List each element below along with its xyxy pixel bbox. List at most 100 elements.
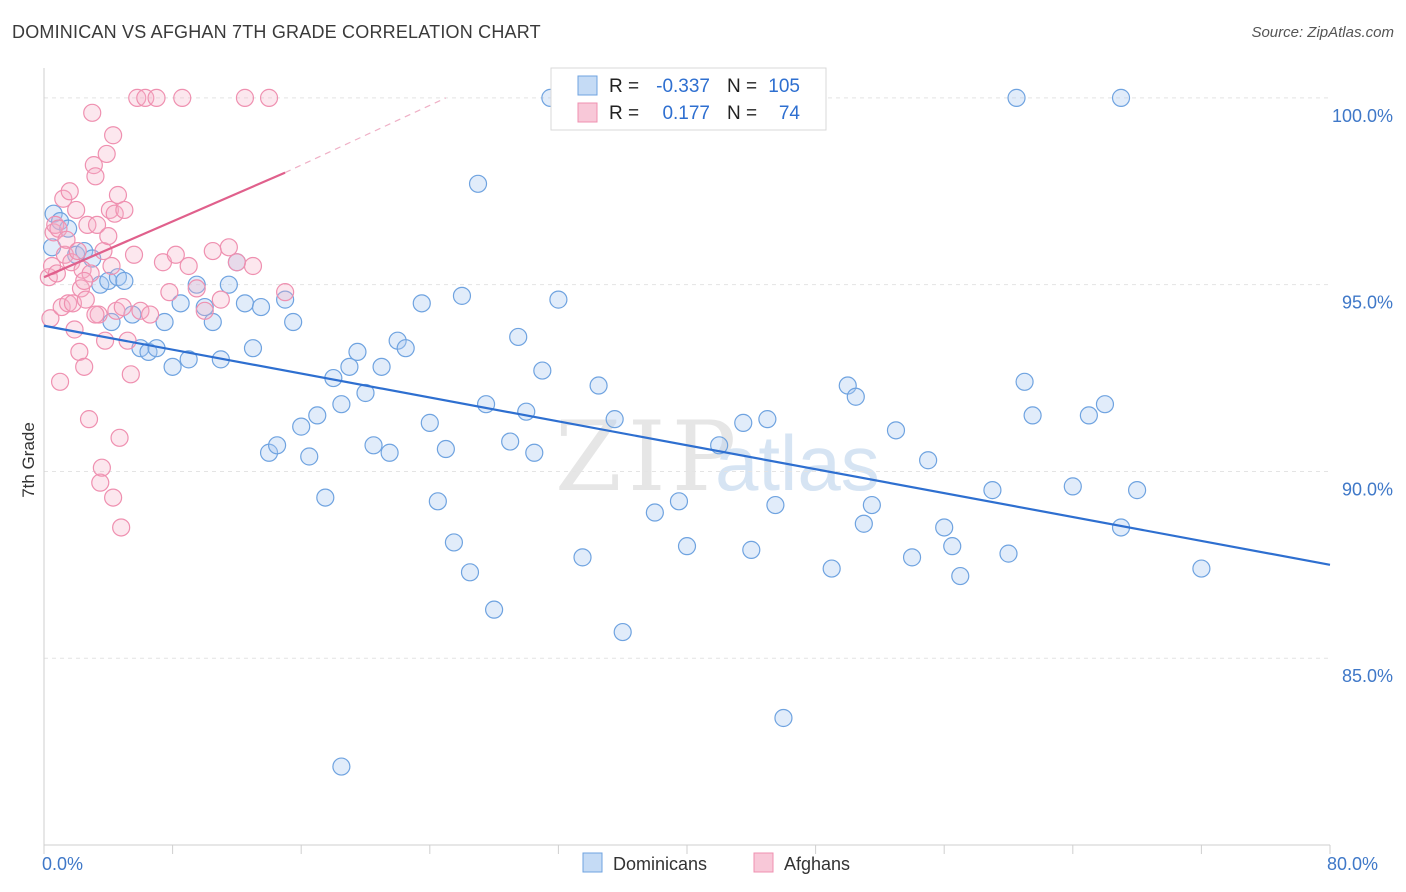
gridlines	[44, 97, 1330, 659]
afghan-point	[102, 256, 121, 276]
dominican-point	[428, 492, 447, 511]
legend-bottom-swatch-afghans	[753, 852, 774, 873]
dominican-point	[396, 339, 415, 358]
dominican-point	[573, 548, 592, 567]
trend-lines	[43, 97, 1331, 566]
legend-r-value-afghans: 0.177	[662, 103, 710, 124]
afghan-point	[91, 473, 110, 492]
dominican-point	[251, 297, 271, 317]
dominican-point	[766, 495, 785, 515]
afghan-point	[211, 290, 230, 309]
dominican-point	[332, 757, 351, 776]
y-tick-label: 85.0%	[1342, 666, 1393, 686]
dominican-point	[854, 514, 873, 533]
dominican-point	[1063, 477, 1082, 496]
dominican-point	[983, 481, 1002, 500]
afghan-point	[147, 88, 166, 107]
dominican-point	[436, 439, 455, 459]
dominican-point	[589, 376, 608, 395]
dominican-point	[284, 312, 303, 332]
y-tick-labels: 100.0% 95.0% 90.0% 85.0%	[1332, 106, 1393, 686]
legend-swatch-dominicans	[577, 75, 598, 96]
y-axis-label: 7th Grade	[19, 422, 38, 498]
dominican-point	[1079, 406, 1098, 425]
dominican-point	[613, 622, 632, 642]
afghan-point	[131, 301, 150, 320]
afghan-point	[219, 238, 238, 257]
dominican-point	[372, 357, 391, 376]
afghan-point	[259, 88, 279, 107]
y-tick-label: 95.0%	[1342, 293, 1393, 313]
x-ticks: 0.0% 80.0%	[42, 845, 1378, 874]
legend-swatch-afghans	[577, 102, 598, 123]
dominican-point	[533, 361, 552, 380]
afghan-point	[75, 357, 94, 376]
dominican-point	[1127, 481, 1147, 500]
afghan-point	[50, 372, 70, 391]
afghan-point	[87, 215, 107, 234]
afghan-point	[166, 245, 185, 264]
dominican-point	[846, 387, 865, 406]
afghan-point	[86, 305, 105, 324]
afghan-point	[83, 103, 102, 122]
dominican-point	[951, 566, 970, 586]
legend-r-label-dominicans: R =	[609, 76, 639, 97]
dominican-point	[1023, 406, 1042, 425]
afghan-point	[112, 518, 131, 537]
dominican-point	[364, 436, 383, 455]
afghan-point	[60, 182, 79, 201]
dominican-point	[420, 413, 439, 432]
legend-bottom-swatch-dominicans	[582, 852, 603, 873]
afghan-point	[108, 185, 128, 205]
x-tick-label: 0.0%	[42, 854, 83, 874]
dominican-point	[348, 342, 367, 362]
dominican-point	[919, 451, 938, 470]
afghan-point	[104, 488, 123, 507]
dominican-point	[99, 271, 118, 291]
afghan-point	[105, 204, 124, 223]
dominican-point	[452, 286, 472, 305]
afghan-point	[203, 241, 222, 261]
dominican-point	[340, 357, 359, 376]
afghan-point	[140, 305, 160, 324]
watermark-zip: ZIP	[555, 401, 742, 513]
dominican-point	[822, 559, 841, 578]
afghan-point	[227, 253, 246, 272]
afghan-point	[81, 264, 100, 283]
dominican-point	[902, 548, 922, 567]
y-tick-label: 90.0%	[1342, 479, 1393, 499]
dominican-point	[300, 447, 319, 466]
legend-n-label-afghans: N =	[727, 103, 757, 124]
dominican-point	[444, 533, 464, 552]
dominican-point	[412, 294, 431, 313]
dominican-point	[1111, 88, 1131, 107]
legend-n-value-dominicans: 105	[768, 76, 800, 97]
afghan-point	[67, 200, 86, 220]
legend-bottom-label-afghans: Afghans	[784, 854, 850, 874]
dominican-point	[468, 174, 488, 193]
afghan-point	[57, 230, 76, 249]
dominican-point	[999, 544, 1018, 563]
dominican-point	[1015, 372, 1034, 391]
afghan-point	[187, 279, 206, 298]
afghan-point	[235, 88, 255, 107]
afghan-point	[121, 365, 140, 384]
afghan-point	[59, 294, 78, 313]
dominican-point	[886, 421, 906, 440]
afghan-point	[115, 200, 134, 220]
dominican-point	[308, 406, 327, 425]
afghan-point	[76, 290, 95, 309]
afghan-point	[124, 245, 144, 264]
dominican-point	[380, 443, 399, 462]
legend-stats: R = -0.337 N = 105 R = 0.177 N = 74	[550, 67, 827, 131]
dominican-point	[276, 290, 295, 309]
dominican-point	[485, 600, 504, 619]
dominican-point	[460, 563, 480, 582]
afghan-point	[110, 428, 129, 447]
legend-n-value-afghans: 74	[779, 103, 801, 124]
dominican-point	[943, 537, 962, 556]
dominican-point	[292, 417, 311, 436]
afghan-point	[54, 189, 73, 208]
afghan-point	[173, 88, 192, 107]
